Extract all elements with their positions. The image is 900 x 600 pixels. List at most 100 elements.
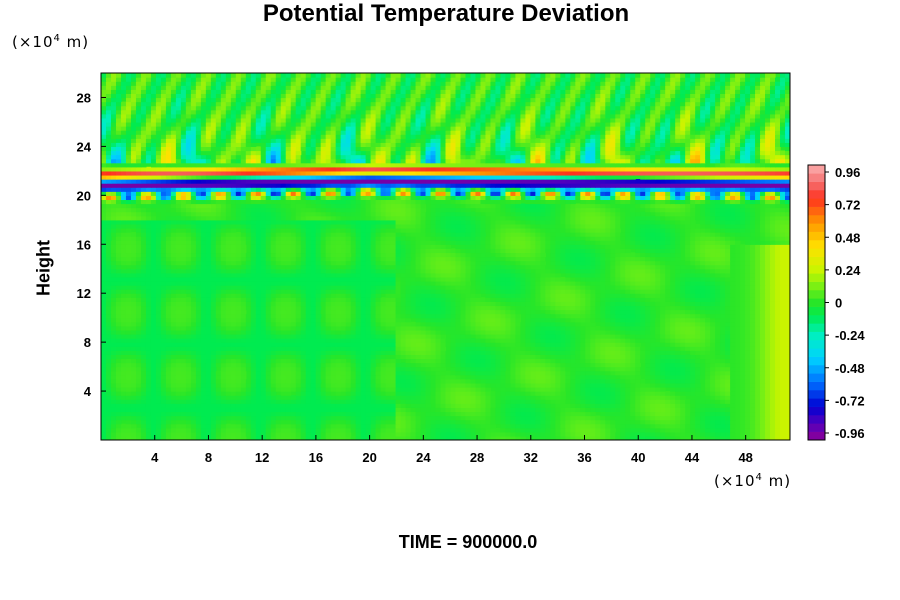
heatmap-cell — [560, 317, 566, 323]
heatmap-cell — [660, 407, 666, 413]
heatmap-cell — [200, 346, 207, 351]
heatmap-cell — [115, 427, 122, 433]
heatmap-cell — [690, 358, 696, 364]
heatmap-cell — [140, 297, 147, 302]
heatmap-cell — [540, 411, 546, 417]
heatmap-cell — [440, 415, 447, 421]
heatmap-cell — [590, 435, 596, 440]
heatmap-cell — [105, 293, 112, 298]
heatmap-cell — [540, 415, 546, 421]
heatmap-cell — [435, 305, 442, 311]
heatmap-cell — [785, 342, 790, 347]
heatmap-cell — [635, 350, 641, 355]
heatmap-cell — [340, 358, 347, 364]
heatmap-cell — [600, 366, 606, 372]
heatmap-cell — [345, 313, 352, 319]
heatmap-cell — [115, 386, 122, 392]
heatmap-cell — [445, 350, 452, 355]
heatmap-cell — [360, 333, 367, 339]
heatmap-cell — [725, 325, 731, 331]
heatmap-cell — [645, 321, 651, 327]
heatmap-cell — [445, 317, 452, 323]
heatmap-cell — [300, 427, 307, 433]
heatmap-cell — [550, 358, 556, 364]
heatmap-cell — [105, 423, 112, 429]
heatmap-cell — [395, 431, 402, 437]
heatmap-cell — [355, 366, 362, 372]
heatmap-cell — [510, 423, 516, 429]
heatmap-cell — [475, 321, 482, 327]
heatmap-cell — [670, 346, 676, 351]
heatmap-cell — [190, 317, 197, 323]
heatmap-cell — [165, 321, 172, 327]
heatmap-cell — [390, 329, 397, 335]
heatmap-cell — [190, 325, 197, 331]
heatmap-cell — [400, 391, 407, 396]
heatmap-cell — [200, 423, 207, 429]
heatmap-cell — [275, 374, 282, 380]
heatmap-cell — [680, 423, 686, 429]
heatmap-cell — [115, 362, 122, 368]
heatmap-cell — [250, 362, 257, 368]
heatmap-cell — [245, 321, 252, 327]
heatmap-cell — [725, 358, 731, 364]
heatmap-cell — [115, 399, 122, 404]
heatmap-cell — [785, 395, 790, 400]
heatmap-cell — [355, 415, 362, 421]
heatmap-cell — [210, 309, 217, 315]
heatmap-cell — [220, 435, 227, 440]
heatmap-cell — [240, 370, 247, 376]
heatmap-cell — [740, 431, 746, 437]
heatmap-cell — [680, 378, 686, 384]
heatmap-cell — [390, 415, 397, 421]
heatmap-cell — [495, 329, 502, 335]
heatmap-cell — [115, 391, 122, 396]
heatmap-cell — [635, 366, 641, 372]
heatmap-cell — [195, 305, 202, 311]
heatmap-cell — [240, 362, 247, 368]
heatmap-cell — [295, 366, 302, 372]
heatmap-cell — [715, 382, 721, 388]
heatmap-cell — [770, 309, 776, 315]
heatmap-cell — [101, 329, 107, 335]
heatmap-cell — [400, 338, 407, 343]
heatmap-cell — [215, 378, 222, 384]
heatmap-cell — [685, 358, 691, 364]
heatmap-cell — [710, 431, 716, 437]
heatmap-cell — [530, 411, 536, 417]
heatmap-cell — [650, 378, 656, 384]
heatmap-cell — [210, 407, 217, 413]
heatmap-cell — [580, 403, 586, 408]
heatmap-cell — [210, 378, 217, 384]
heatmap-cell — [680, 374, 686, 380]
heatmap-cell — [640, 354, 646, 360]
heatmap-cell — [150, 382, 157, 388]
heatmap-cell — [430, 362, 437, 368]
heatmap-cell — [765, 325, 771, 331]
heatmap-cell — [435, 325, 442, 331]
heatmap-cell — [785, 317, 790, 323]
heatmap-cell — [335, 391, 342, 396]
heatmap-cell — [215, 329, 222, 335]
heatmap-cell — [650, 358, 656, 364]
heatmap-cell — [340, 333, 347, 339]
heatmap-cell — [350, 289, 357, 294]
heatmap-cell — [235, 382, 242, 388]
heatmap-cell — [280, 313, 287, 319]
heatmap-cell — [440, 293, 447, 298]
heatmap-cell — [220, 305, 227, 311]
heatmap-cell — [560, 346, 566, 351]
heatmap-cell — [650, 297, 656, 302]
heatmap-cell — [245, 391, 252, 396]
heatmap-cell — [230, 297, 237, 302]
heatmap-cell — [485, 403, 492, 408]
heatmap-cell — [615, 325, 621, 331]
heatmap-cell — [165, 411, 172, 417]
heatmap-cell — [755, 350, 761, 355]
heatmap-cell — [255, 374, 262, 380]
heatmap-cell — [255, 309, 262, 315]
heatmap-cell — [485, 370, 492, 376]
heatmap-cell — [380, 435, 387, 440]
heatmap-cell — [445, 407, 452, 413]
heatmap-cell — [585, 399, 591, 404]
